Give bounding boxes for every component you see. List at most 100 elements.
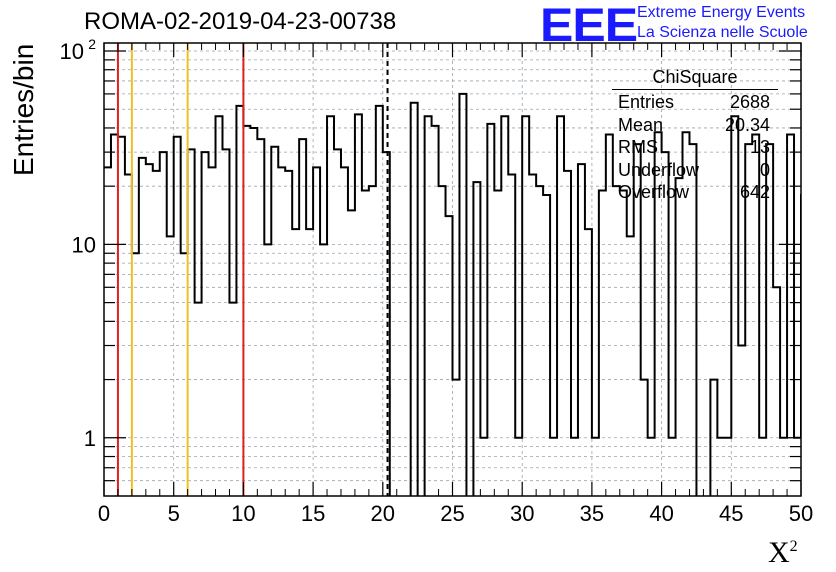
y-tick-label-sup: 2 [88,36,96,52]
histogram-bin [216,116,223,496]
histogram-bin [160,152,167,496]
histogram-bin [362,190,369,496]
histogram-bin [508,174,515,496]
x-axis-label-sup: 2 [789,538,798,555]
histogram-bin [446,216,453,496]
stats-label: Mean [618,114,664,135]
histogram-bin [529,174,536,496]
histogram-bin [557,116,564,496]
histogram-bin [676,178,683,496]
stats-value: 642 [739,182,770,202]
histogram-bin [815,438,822,496]
histogram-bin [501,116,508,496]
cut-lines [116,43,389,496]
histogram-bin [585,229,592,496]
x-tick-label: 0 [98,501,110,526]
logo-line-1: Extreme Energy Events [637,4,806,21]
histogram-bin [578,164,585,496]
y-axis-label: Entries/bin [8,43,39,176]
histogram-bin [306,229,313,496]
histogram-bin [383,152,390,496]
x-tick-label: 35 [580,501,604,526]
stats-label: Overflow [618,182,690,202]
histogram-bin [264,244,271,496]
histogram-bin [564,171,571,496]
x-tick-label: 30 [510,501,534,526]
histogram-bin [599,190,606,496]
page-title: ROMA-02-2019-04-23-00738 [84,8,397,35]
y-tick-label: 10 [72,232,96,257]
histogram-bin [355,114,362,496]
histogram-bin [202,152,209,496]
histogram-bin [487,124,494,496]
histogram-bin [787,135,794,496]
histogram-bars [104,92,836,496]
histogram-step-line [104,92,801,496]
histogram-bin [334,149,341,496]
histogram-bin [257,139,264,496]
x-axis-label-base: X [768,536,790,569]
stats-label: RMS [618,137,658,157]
histogram-bin [439,186,446,496]
stats-row-overflow: Overflow 642 [610,181,778,204]
stats-title: ChiSquare [612,66,778,90]
histogram-bin [153,171,160,496]
histogram-bin [613,186,620,496]
histogram-bin [174,137,181,496]
histogram-bin [327,116,334,496]
stats-label: Entries [618,92,675,112]
y-tick-label: 1 [84,426,96,451]
eee-logo: EEE [540,0,638,52]
histogram-bin [822,144,829,496]
histogram-bin [132,253,139,496]
x-tick-label: 20 [371,501,395,526]
logo-line-2: La Scienza nelle Scuole [637,24,808,41]
histogram-bin [432,126,439,496]
histogram-bin [473,182,480,496]
stats-row-rms: RMS 13 [610,136,778,159]
histogram-bin [195,303,202,496]
histogram-bin [494,190,501,496]
histogram-bin [188,149,195,496]
x-tick-label: 25 [440,501,464,526]
stats-row-underflow: Underflow 0 [610,159,778,182]
histogram-bin [829,346,836,496]
histogram-bin [620,190,627,496]
stats-label: Underflow [618,159,700,180]
histogram-bin [425,116,432,496]
stats-value: 2688 [729,92,770,112]
histogram-bin [285,171,292,496]
histogram-bin [292,229,299,496]
histogram-bin [738,346,745,496]
histogram-bin [222,149,229,496]
histogram-bin [773,287,780,496]
x-tick-label: 40 [649,501,673,526]
histogram-bin [369,186,376,496]
x-tick-label: 5 [168,501,180,526]
stats-box: ChiSquare Entries 2688 Mean 20.34 RMS 13 Un… [610,66,778,204]
histogram-bin [627,236,634,496]
histogram-bin [167,236,174,496]
histogram-bin [536,186,543,496]
stats-value: 13 [749,137,770,157]
x-tick-label: 10 [231,501,255,526]
histogram-bin [243,126,250,496]
histogram-bin [250,128,257,496]
histogram-bin [139,158,146,496]
stats-value: 20.34 [724,114,770,135]
histogram-bin [662,152,669,496]
histogram-bin [229,303,236,496]
histogram-bin [299,139,306,496]
histogram-bin [111,135,118,496]
histogram-bin [146,164,153,496]
x-axis-label: X2 [768,536,798,570]
histogram-bin [522,116,529,496]
histogram-bin [801,195,808,496]
histogram-bin [808,152,815,496]
histogram-bin [118,137,125,496]
x-tick-label: 50 [789,501,813,526]
histogram-bin [411,103,418,496]
histogram-bin [320,244,327,496]
